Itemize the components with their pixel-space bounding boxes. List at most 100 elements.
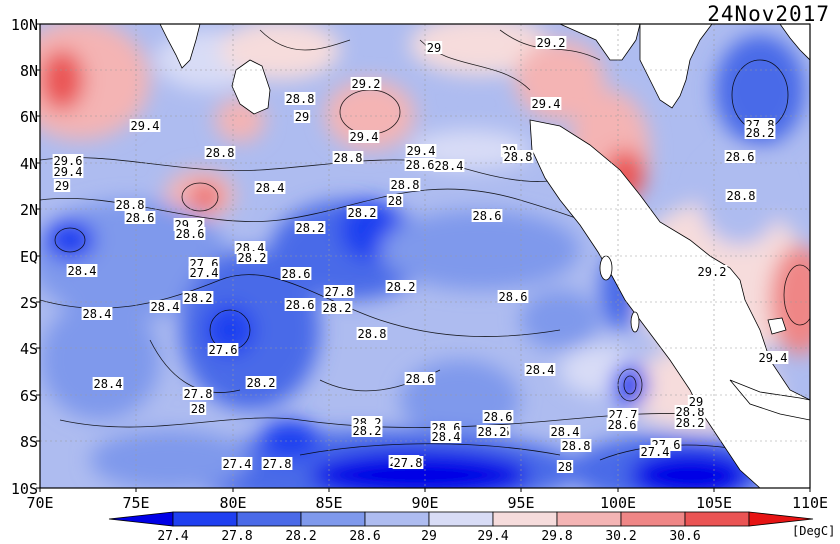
contour-label: 28.2 (296, 221, 325, 235)
nias-island (599, 255, 613, 281)
contour-label-bg (744, 126, 776, 139)
lon-label-95e: 95E (507, 494, 535, 512)
contour-label: 28.2 (184, 291, 213, 305)
contour-label: 27.8 (394, 456, 423, 470)
colorbar-label: 27.4 (157, 529, 189, 544)
contour-label: 28.6 (406, 372, 435, 386)
contour-label: 27.8 (263, 457, 292, 471)
lon-label-110e: 110E (791, 494, 829, 512)
contour-label: 28.8 (391, 178, 420, 192)
contour-label: 28 (388, 194, 402, 208)
contour-label: 29.4 (350, 130, 379, 144)
lat-label-4n: 4N (19, 155, 38, 173)
contour-label-bg (389, 178, 421, 191)
contour-label: 27.8 (325, 285, 354, 299)
contour-label: 29 (295, 110, 309, 124)
contour-label: 28.2 (676, 416, 705, 430)
contour-label-bg (81, 307, 113, 320)
contour-label-bg (476, 425, 508, 438)
contour-label: 29.6 (54, 154, 83, 168)
contour-label-bg (207, 343, 239, 356)
contour-label-bg (174, 227, 206, 240)
lat-label-2n: 2N (19, 201, 38, 219)
contour-label-bg (724, 150, 756, 163)
lat-label-eq: EQ (19, 248, 38, 266)
contour-label-bg (182, 291, 214, 304)
contour-label-bg (323, 285, 355, 298)
contour-label: 28.8 (358, 327, 387, 341)
lat-label-10s: 10S (10, 480, 38, 498)
lon-label-85e: 85E (315, 494, 343, 512)
contour-label: 28.6 (282, 267, 311, 281)
contour-label: 28 (191, 402, 205, 416)
contour-label-bg (221, 457, 253, 470)
contour-label: 28.6 (406, 158, 435, 172)
contour-label-bg (524, 363, 556, 376)
contour-label-bg (560, 439, 592, 452)
colorbar-segment (620, 511, 686, 527)
contour-label-bg (497, 290, 529, 303)
contour-label: 29 (689, 395, 703, 409)
contour-label: 28.6 (286, 298, 315, 312)
contour-label: 27.4 (190, 266, 219, 280)
contour-label: 29.2 (537, 36, 566, 50)
contour-label: 28.2 (238, 251, 267, 265)
contour-label: 28.4 (256, 181, 285, 195)
colorbar-label: 30.6 (669, 529, 701, 544)
contour-label-bg (332, 151, 364, 164)
contour-label-bg (254, 181, 286, 194)
contour-label-bg (149, 300, 181, 313)
sri-lanka-landmass (231, 59, 271, 115)
contour-label-bg (261, 457, 293, 470)
contour-label-bg (53, 179, 71, 192)
contour-label: 28.6 (726, 150, 755, 164)
contour-label-bg (245, 376, 277, 389)
contour-label: 28.2 (746, 126, 775, 140)
colorbar-segment (428, 511, 494, 527)
contour-label: 28.2 (353, 424, 382, 438)
contour-label: 28.4 (68, 264, 97, 278)
contour-label-bg (348, 130, 380, 143)
contour-label-bg (502, 150, 534, 163)
contour-label: 28.2 (323, 301, 352, 315)
contour-label: 28.6 (608, 418, 637, 432)
contour-label-bg (92, 377, 124, 390)
contour-label-bg (236, 251, 268, 264)
colorbar-label: 29 (421, 529, 437, 544)
contour-label-bg (356, 327, 388, 340)
map-grid (40, 24, 810, 488)
contour-label: 28.4 (432, 430, 461, 444)
lat-label-10n: 10N (10, 16, 38, 34)
java-landmass (729, 379, 810, 421)
contour-label-bg (293, 110, 311, 123)
contour-label-bg (234, 241, 266, 254)
colorbar-label: 28.2 (285, 529, 317, 544)
contour-label-bg (404, 372, 436, 385)
contour-label: 29.4 (759, 351, 788, 365)
contour-label-bg (52, 165, 84, 178)
unit-label: [DegC] (792, 524, 836, 538)
contour-label-bg (535, 36, 567, 49)
contour-label-bg (404, 158, 436, 171)
myanmar-landmass (559, 24, 641, 61)
contour-label: 28.4 (551, 425, 580, 439)
colorbar-label: 29.4 (477, 529, 509, 544)
contour-label: 28.6 (499, 290, 528, 304)
colorbar-segment (556, 511, 622, 527)
contour-label-bg (607, 408, 639, 421)
contour-label: 28 (558, 460, 572, 474)
contour-label-bg (674, 416, 706, 429)
contour-label: 28.8 (676, 405, 705, 419)
lon-label-90e: 90E (411, 494, 439, 512)
contour-label: 28.4 (526, 363, 555, 377)
contour-label-bg (674, 405, 706, 418)
colorbar-segment (108, 511, 174, 527)
contour-label-bg (66, 264, 98, 277)
contour-label: 29 (55, 179, 69, 193)
contour-label-bg (405, 144, 437, 157)
contour-label: 28.2 (478, 425, 507, 439)
lat-label-4s: 4S (19, 340, 38, 358)
